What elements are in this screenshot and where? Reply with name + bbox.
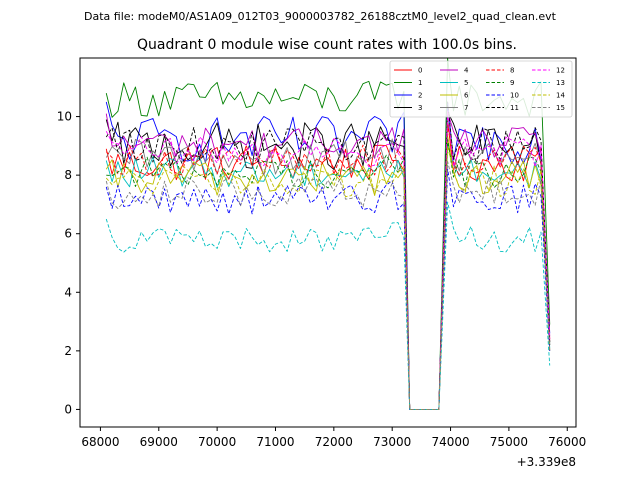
chart-title: Quadrant 0 module wise count rates with …: [137, 37, 517, 53]
x-tick-label: 74000: [431, 435, 469, 449]
x-tick-label: 75000: [490, 435, 528, 449]
legend-label-14: 14: [556, 92, 565, 100]
series-line-14: [105, 146, 551, 410]
x-tick-label: 73000: [373, 435, 411, 449]
figure-suptitle: Data file: modeM0/AS1A09_012T03_90000037…: [84, 10, 557, 23]
series-line-8: [105, 124, 551, 410]
legend-box: [389, 60, 573, 118]
y-tick-label: 0: [64, 402, 72, 416]
y-tick-label: 4: [64, 285, 72, 299]
series-line-9: [106, 139, 551, 410]
axes-frame: [79, 57, 577, 428]
series-line-13: [105, 201, 551, 410]
series-line-2: [105, 101, 551, 410]
legend-label-4: 4: [464, 67, 469, 75]
legend-label-8: 8: [510, 67, 514, 75]
series-line-6: [105, 135, 551, 410]
series-line-10: [105, 168, 551, 410]
series-line-11: [105, 101, 551, 410]
legend-label-1: 1: [418, 79, 422, 87]
series-layer: [105, 57, 551, 410]
legend-label-11: 11: [510, 104, 519, 112]
y-tick-label: 10: [57, 110, 72, 124]
legend-label-13: 13: [556, 79, 565, 87]
legend-label-7: 7: [464, 104, 468, 112]
series-line-15: [105, 161, 551, 410]
legend-label-0: 0: [418, 67, 422, 75]
ticks-layer: 68000 69000 70000 71000 72000 73000 74000 75000…: [57, 110, 587, 449]
x-tick-label: 70000: [198, 435, 236, 449]
legend-label-2: 2: [418, 92, 422, 100]
series-line-4: [105, 111, 551, 410]
y-tick-label: 2: [64, 344, 72, 358]
legend-label-6: 6: [464, 92, 469, 100]
x-tick-label: 68000: [81, 435, 119, 449]
y-tick-label: 6: [64, 227, 72, 241]
legend-label-15: 15: [556, 104, 565, 112]
legend-label-3: 3: [418, 104, 422, 112]
series-line-3: [105, 111, 551, 410]
x-offset-label: +3.339e8: [517, 455, 576, 469]
legend-label-9: 9: [510, 79, 514, 87]
legend-label-10: 10: [510, 92, 519, 100]
legend-label-12: 12: [556, 67, 565, 75]
y-tick-label: 8: [64, 168, 72, 182]
x-tick-label: 76000: [548, 435, 586, 449]
legend-label-5: 5: [464, 79, 468, 87]
series-line-12: [105, 110, 551, 410]
x-tick-label: 69000: [140, 435, 178, 449]
x-tick-label: 72000: [315, 435, 353, 449]
x-tick-label: 71000: [256, 435, 294, 449]
